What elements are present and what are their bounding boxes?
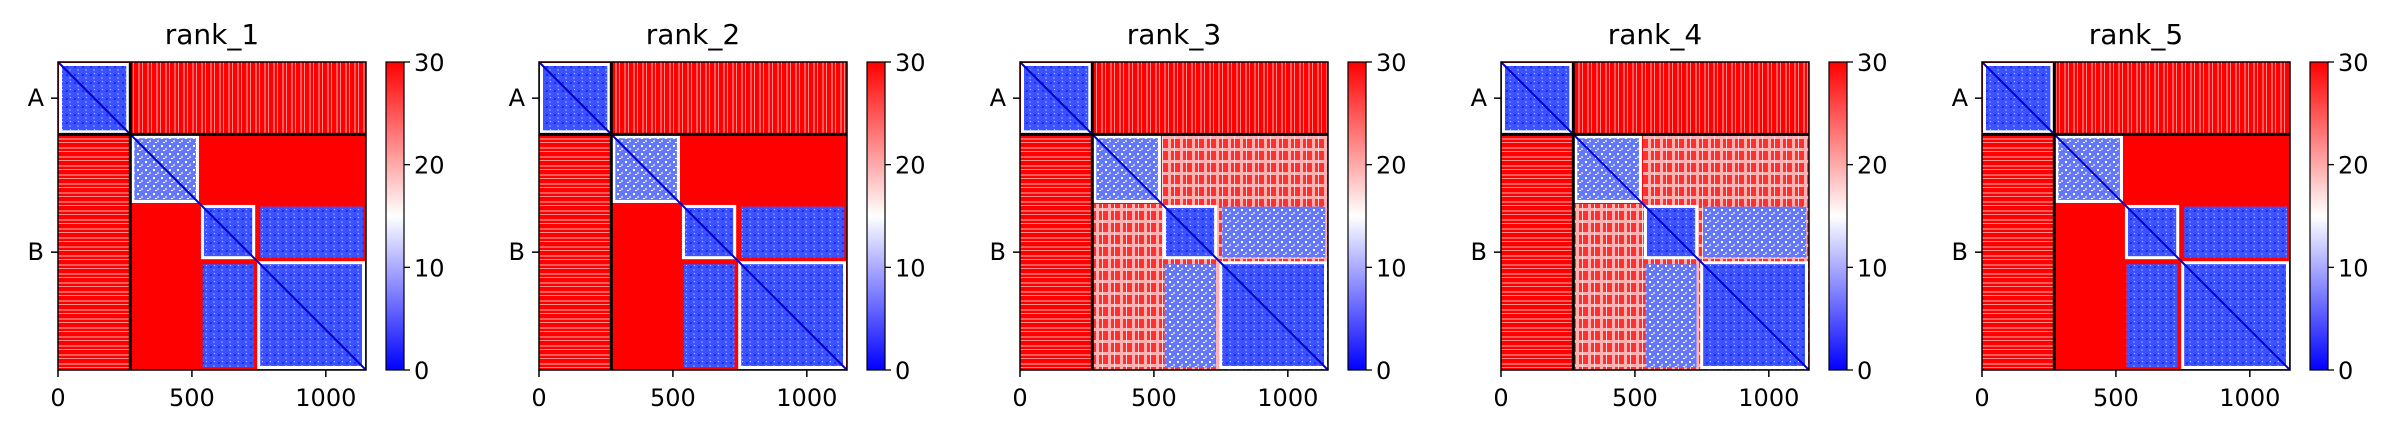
colorbar-tick-label: 10 [1376,254,1407,282]
colorbar-tick-label: 0 [2338,357,2353,385]
x-tick-label: 0 [1493,384,1508,412]
x-tick-label: 1000 [776,384,837,412]
heatmap-panel-5: rank_5 0 500 1000 A B 0 10 20 30 [1952,18,2369,412]
colorbar-tick-label: 30 [1857,49,1888,77]
chain-label: A [1471,84,1488,112]
chain-label: B [990,238,1006,266]
colorbar-tick-label: 10 [2338,254,2369,282]
colorbar-tick-label: 20 [2338,152,2369,180]
x-tick-label: 500 [1131,384,1177,412]
chain-label: A [1952,84,1969,112]
x-tick-label: 500 [650,384,696,412]
chain-label: B [28,238,44,266]
axes-frame [1500,61,1810,371]
chainB-domain34-contact [2184,206,2288,258]
colorbar [386,62,404,370]
x-tick-label: 0 [1974,384,1989,412]
chainB-domain34-contact [1222,206,1326,258]
panel-title: rank_2 [646,18,740,51]
chainB-cross-region [1161,134,1328,204]
colorbar-tick-label: 30 [895,49,926,77]
colorbar [2310,62,2328,370]
axes-frame [57,61,367,371]
diagonal-line [1981,61,2291,371]
x-tick-label: 1000 [295,384,356,412]
x-tick-label: 1000 [2219,384,2280,412]
colorbar-tick-label: 10 [1857,254,1888,282]
chainB-domain34-contact [741,206,845,258]
colorbar-tick-label: 20 [1857,152,1888,180]
colorbar-tick-label: 0 [1376,357,1391,385]
colorbar-tick-label: 20 [414,152,445,180]
inter-chain-BA [539,134,612,370]
chain-label: B [1952,238,1968,266]
colorbar-frame [2309,61,2329,371]
heatmap-panel-2: rank_2 0 500 1000 A B 0 10 20 30 [509,18,926,412]
colorbar-tick-label: 10 [414,254,445,282]
colorbar-tick-label: 20 [1376,152,1407,180]
colorbar-tick-label: 30 [1376,49,1407,77]
chainB-domain34-contact [1703,206,1807,258]
inter-chain-AB [130,62,366,135]
inter-chain-AB [1573,62,1809,135]
colorbar [1829,62,1847,370]
chainB-domain34-contact [260,206,364,258]
chain-label: A [509,84,526,112]
panel-title: rank_3 [1127,18,1221,51]
colorbar-tick-label: 10 [895,254,926,282]
inter-chain-BA [58,134,131,370]
chainB-cross-region [1642,134,1809,204]
panel-title: rank_4 [1608,18,1702,51]
x-tick-label: 0 [50,384,65,412]
colorbar-tick-label: 30 [414,49,445,77]
inter-chain-AB [2054,62,2290,135]
inter-chain-BA [1501,134,1574,370]
heatmap-panel-1: rank_1 0 500 1000 A B 0 10 20 30 [28,18,445,412]
diagonal-line [1019,61,1329,371]
colorbar [1348,62,1366,370]
diagonal-line [1500,61,1810,371]
chain-label: B [509,238,525,266]
inter-chain-AB [1092,62,1328,135]
chain-label: A [990,84,1007,112]
colorbar-tick-label: 0 [895,357,910,385]
x-tick-label: 0 [1012,384,1027,412]
chain-label: A [28,84,45,112]
chainB-domain43-contact [1645,264,1697,368]
x-tick-label: 500 [2093,384,2139,412]
colorbar-tick-label: 30 [2338,49,2369,77]
colorbar-tick-label: 0 [414,357,429,385]
inter-chain-BA [1020,134,1093,370]
diagonal-line [538,61,848,371]
heatmap-panel-4: rank_4 0 500 1000 A B 0 10 20 30 [1471,18,1888,412]
colorbar-tick-label: 20 [895,152,926,180]
inter-chain-AB [611,62,847,135]
x-tick-label: 500 [1612,384,1658,412]
x-tick-label: 1000 [1738,384,1799,412]
diagonal-line [57,61,367,371]
colorbar [867,62,885,370]
colorbar-frame [866,61,886,371]
axes-frame [1019,61,1329,371]
panel-title: rank_5 [2089,18,2183,51]
colorbar-frame [1347,61,1367,371]
chainB-domain43-contact [202,264,254,368]
axes-frame [538,61,848,371]
panel-title: rank_1 [165,18,259,51]
axes-frame [1981,61,2291,371]
chainB-domain43-contact [2126,264,2178,368]
x-tick-label: 500 [169,384,215,412]
x-tick-label: 1000 [1257,384,1318,412]
chainB-domain43-contact [1164,264,1216,368]
colorbar-tick-label: 0 [1857,357,1872,385]
chain-label: B [1471,238,1487,266]
colorbar-frame [1828,61,1848,371]
colorbar-frame [385,61,405,371]
inter-chain-BA [1982,134,2055,370]
x-tick-label: 0 [531,384,546,412]
heatmap-panel-3: rank_3 0 500 1000 A B 0 10 20 30 [990,18,1407,412]
chainB-domain43-contact [683,264,735,368]
